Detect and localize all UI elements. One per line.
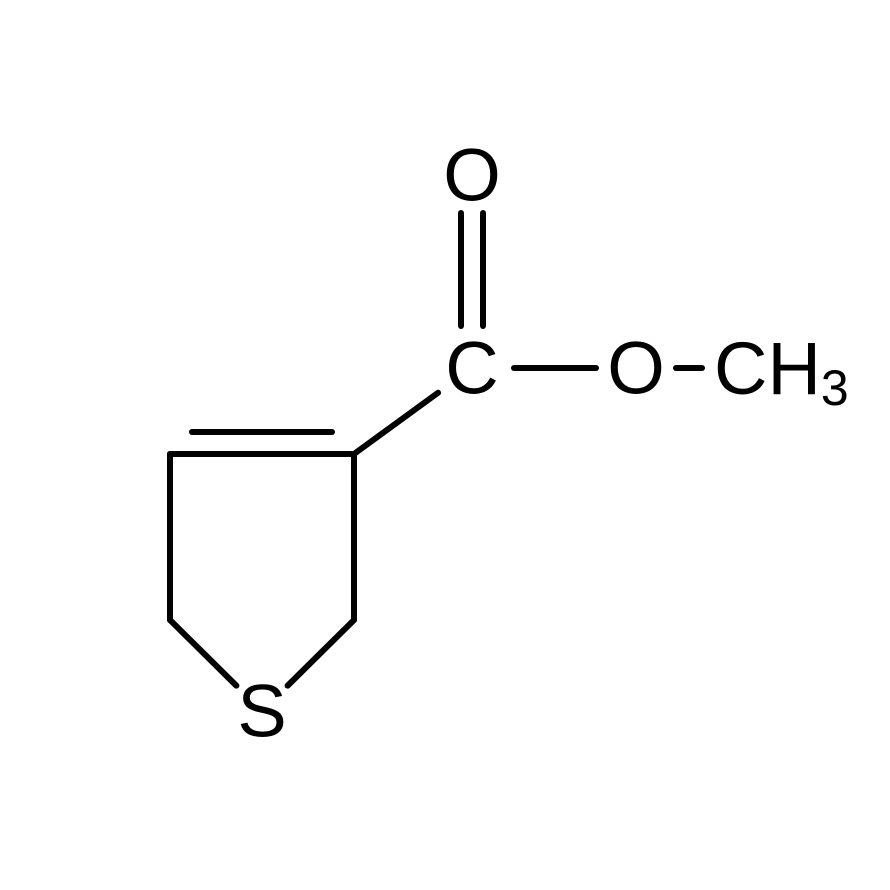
bond	[354, 393, 438, 454]
atom-label-s: S	[237, 670, 286, 753]
bond	[170, 620, 236, 686]
atom-label-o_dbl: O	[443, 134, 501, 217]
atom-label-o_sgl: O	[607, 327, 665, 410]
atom-label-ch3: CH3	[714, 327, 849, 417]
chemical-structure-diagram: O C O CH3 S	[0, 0, 890, 890]
atom-label-c_ester: C	[445, 327, 498, 410]
bond	[288, 620, 354, 686]
